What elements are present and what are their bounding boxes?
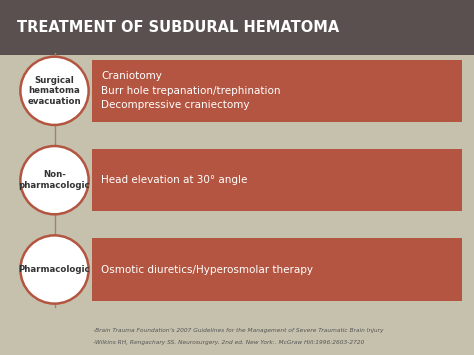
Text: Craniotomy
Burr hole trepanation/trephination
Decompressive craniectomy: Craniotomy Burr hole trepanation/trephin…	[101, 71, 281, 110]
Text: Pharmacologic: Pharmacologic	[18, 265, 91, 274]
FancyBboxPatch shape	[92, 238, 462, 301]
Text: Head elevation at 30° angle: Head elevation at 30° angle	[101, 175, 247, 185]
Text: TREATMENT OF SUBDURAL HEMATOMA: TREATMENT OF SUBDURAL HEMATOMA	[17, 20, 339, 35]
Text: -Wilkins RH, Rengachary SS. Neurosurgery. 2nd ed. New York:. McGraw Hill:1996:26: -Wilkins RH, Rengachary SS. Neurosurgery…	[93, 340, 365, 345]
Ellipse shape	[20, 235, 89, 304]
FancyBboxPatch shape	[92, 60, 462, 122]
Text: Non-
pharmacologic: Non- pharmacologic	[18, 170, 91, 190]
Ellipse shape	[20, 146, 89, 214]
Text: Surgical
hematoma
evacuation: Surgical hematoma evacuation	[27, 76, 82, 106]
Text: -Brain Trauma Foundation’s 2007 Guidelines for the Management of Severe Traumati: -Brain Trauma Foundation’s 2007 Guidelin…	[93, 328, 384, 333]
Text: Osmotic diuretics/Hyperosmolar therapy: Osmotic diuretics/Hyperosmolar therapy	[101, 264, 313, 274]
FancyBboxPatch shape	[0, 0, 474, 55]
Ellipse shape	[20, 57, 89, 125]
FancyBboxPatch shape	[92, 149, 462, 212]
